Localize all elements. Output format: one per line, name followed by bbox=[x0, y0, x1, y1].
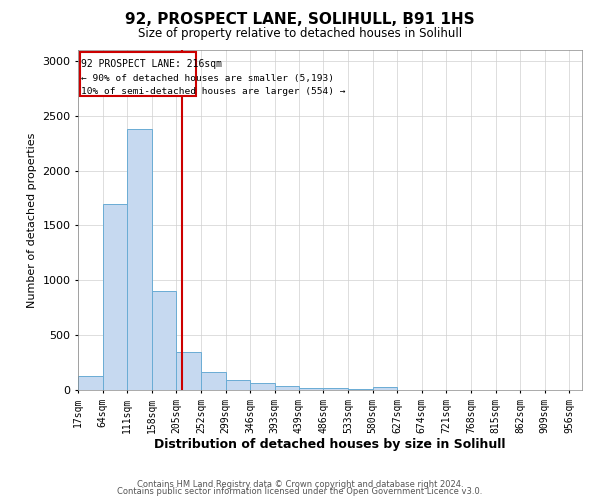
Bar bbox=[201, 372, 226, 390]
Bar bbox=[103, 204, 127, 390]
Bar bbox=[152, 292, 176, 390]
Bar bbox=[299, 388, 323, 390]
Text: Contains public sector information licensed under the Open Government Licence v3: Contains public sector information licen… bbox=[118, 487, 482, 496]
Bar bbox=[323, 388, 348, 390]
Bar bbox=[250, 384, 275, 390]
Text: Size of property relative to detached houses in Solihull: Size of property relative to detached ho… bbox=[138, 28, 462, 40]
Text: 92 PROSPECT LANE: 216sqm: 92 PROSPECT LANE: 216sqm bbox=[81, 59, 222, 69]
Text: 92, PROSPECT LANE, SOLIHULL, B91 1HS: 92, PROSPECT LANE, SOLIHULL, B91 1HS bbox=[125, 12, 475, 28]
Text: Contains HM Land Registry data © Crown copyright and database right 2024.: Contains HM Land Registry data © Crown c… bbox=[137, 480, 463, 489]
Bar bbox=[78, 376, 103, 390]
Bar bbox=[80, 52, 196, 96]
Bar bbox=[226, 380, 250, 390]
Bar bbox=[348, 389, 373, 390]
Bar bbox=[127, 129, 152, 390]
Bar bbox=[176, 352, 201, 390]
Bar bbox=[373, 386, 397, 390]
Bar bbox=[275, 386, 299, 390]
Text: 10% of semi-detached houses are larger (554) →: 10% of semi-detached houses are larger (… bbox=[81, 88, 346, 96]
X-axis label: Distribution of detached houses by size in Solihull: Distribution of detached houses by size … bbox=[154, 438, 506, 452]
Y-axis label: Number of detached properties: Number of detached properties bbox=[26, 132, 37, 308]
Text: ← 90% of detached houses are smaller (5,193): ← 90% of detached houses are smaller (5,… bbox=[81, 74, 334, 82]
